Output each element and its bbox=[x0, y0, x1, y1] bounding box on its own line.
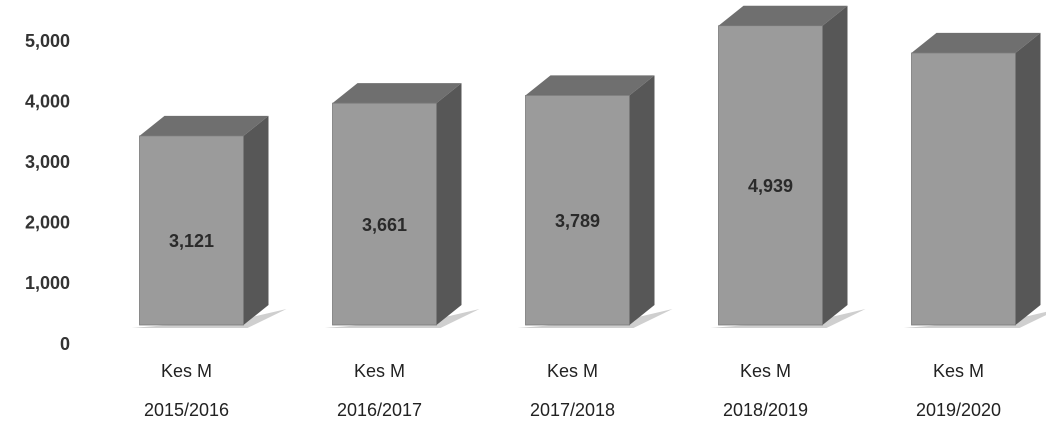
y-tick-label: 2,000 bbox=[25, 213, 70, 233]
bar-top bbox=[911, 32, 1041, 53]
bar-top bbox=[332, 83, 462, 104]
value-label: 3,661 bbox=[362, 215, 407, 235]
x-tick-label: Kes M bbox=[547, 361, 598, 381]
x-tick-label: Kes M bbox=[161, 361, 212, 381]
bar-top bbox=[139, 115, 269, 136]
y-tick-label: 3,000 bbox=[25, 152, 70, 172]
x-tick-label: Kes M bbox=[740, 361, 791, 381]
bar-side bbox=[1015, 32, 1041, 325]
x-tick-label: 2015/2016 bbox=[144, 400, 229, 420]
bar bbox=[911, 52, 1016, 326]
bar bbox=[139, 135, 244, 326]
bar bbox=[332, 102, 437, 326]
bar-side bbox=[436, 83, 462, 325]
bar-top bbox=[525, 75, 655, 96]
x-tick-label: 2017/2018 bbox=[530, 400, 615, 420]
bar bbox=[718, 25, 823, 326]
y-tick-label: 5,000 bbox=[25, 31, 70, 51]
y-tick-label: 4,000 bbox=[25, 91, 70, 111]
x-tick-label: Kes M bbox=[933, 361, 984, 381]
bar-shadow bbox=[710, 309, 866, 328]
bar-shadow bbox=[517, 309, 673, 328]
x-tick-label: 2018/2019 bbox=[723, 400, 808, 420]
x-tick-label: Kes M bbox=[354, 361, 405, 381]
bar-side bbox=[243, 115, 269, 325]
bar bbox=[525, 94, 630, 326]
bar-top bbox=[718, 5, 848, 26]
bar-shadow bbox=[324, 309, 480, 328]
value-label: 4,939 bbox=[748, 176, 793, 196]
bar-shadow bbox=[131, 309, 287, 328]
x-tick-label: 2019/2020 bbox=[916, 400, 1001, 420]
y-tick-label: 1,000 bbox=[25, 273, 70, 293]
y-tick-label: 0 bbox=[60, 334, 70, 354]
value-label: 3,121 bbox=[169, 231, 214, 251]
x-tick-label: 2016/2017 bbox=[337, 400, 422, 420]
bar-side bbox=[822, 5, 848, 326]
bar-side bbox=[629, 75, 655, 325]
value-label: 3,789 bbox=[555, 211, 600, 231]
